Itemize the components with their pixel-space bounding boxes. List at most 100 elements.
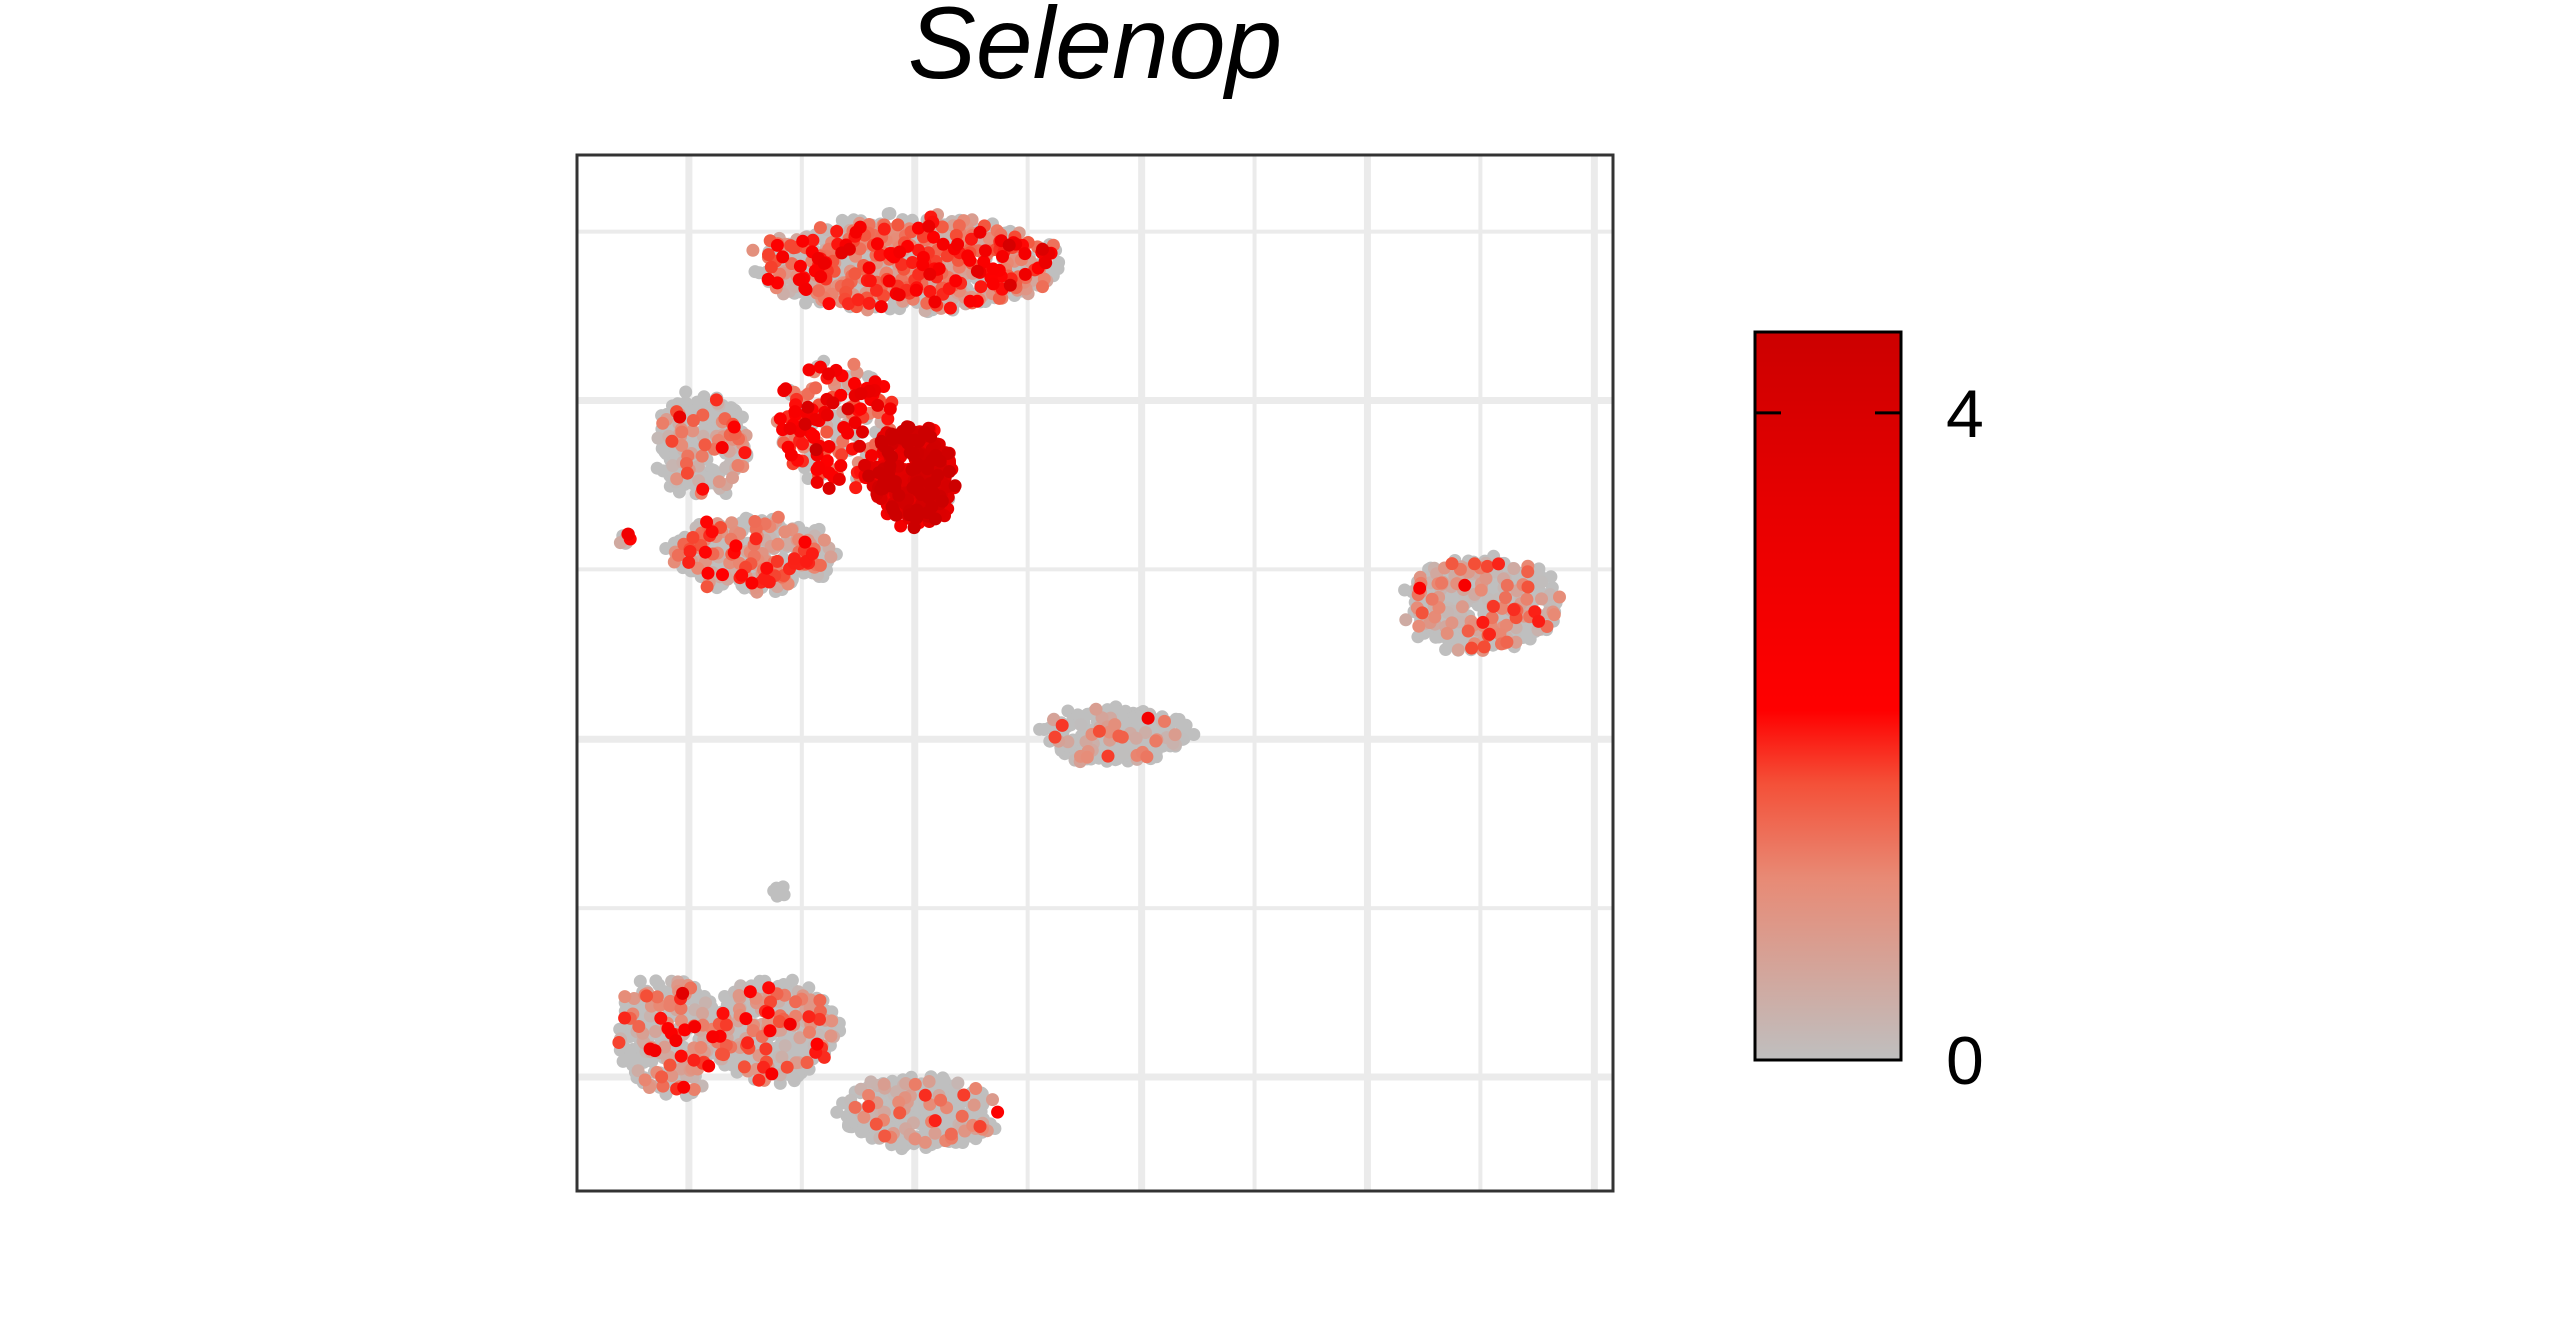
scatter-point bbox=[1500, 618, 1513, 632]
scatter-point bbox=[732, 989, 746, 1002]
scatter-point bbox=[1521, 625, 1535, 639]
scatter-point bbox=[1115, 705, 1129, 719]
scatter-point bbox=[788, 405, 802, 419]
scatter-point bbox=[1479, 572, 1493, 585]
scatter-point bbox=[1474, 583, 1488, 597]
scatter-point bbox=[858, 458, 872, 472]
scatter-point bbox=[1061, 735, 1075, 749]
scatter-point bbox=[951, 1076, 965, 1090]
scatter-point bbox=[1168, 728, 1182, 742]
scatter-point bbox=[940, 1117, 954, 1131]
scatter-point bbox=[848, 1100, 862, 1114]
scatter-point bbox=[892, 488, 906, 502]
scatter-point bbox=[650, 461, 664, 475]
scatter-point bbox=[986, 277, 1000, 291]
scatter-point bbox=[918, 1135, 932, 1149]
scatter-point bbox=[618, 1011, 632, 1025]
scatter-point bbox=[687, 1053, 701, 1067]
color-legend: 04 bbox=[1753, 330, 1984, 1099]
scatter-point bbox=[813, 221, 827, 235]
scatter-point bbox=[1500, 578, 1514, 592]
scatter-point bbox=[759, 1042, 773, 1056]
scatter-point bbox=[796, 437, 809, 451]
scatter-point bbox=[1117, 747, 1131, 760]
scatter-point bbox=[670, 472, 684, 486]
scatter-point bbox=[1435, 576, 1449, 590]
scatter-point bbox=[903, 508, 917, 522]
scatter-point bbox=[1500, 635, 1514, 649]
scatter-point bbox=[1140, 750, 1154, 764]
scatter-point bbox=[677, 1080, 691, 1094]
scatter-point bbox=[716, 1006, 730, 1020]
scatter-point bbox=[1461, 624, 1475, 638]
scatter-point bbox=[1118, 717, 1132, 731]
scatter-point bbox=[892, 288, 906, 302]
scatter-point bbox=[671, 548, 685, 562]
scatter-point bbox=[715, 441, 729, 454]
scatter-point bbox=[698, 438, 712, 452]
scatter-point bbox=[1521, 565, 1535, 579]
scatter-point bbox=[925, 500, 939, 514]
scatter-point bbox=[631, 1064, 645, 1078]
scatter-point bbox=[886, 503, 900, 517]
scatter-point bbox=[1425, 592, 1439, 606]
scatter-point bbox=[806, 233, 820, 247]
scatter-point bbox=[1415, 606, 1429, 620]
scatter-point bbox=[1547, 608, 1561, 622]
scatter-point bbox=[772, 1015, 786, 1028]
scatter-point bbox=[881, 412, 895, 426]
scatter-point bbox=[717, 1048, 730, 1062]
scatter-point bbox=[735, 568, 749, 582]
scatter-point bbox=[1440, 626, 1454, 640]
scatter-point bbox=[1507, 562, 1521, 575]
scatter-point bbox=[824, 1029, 838, 1043]
scatter-point bbox=[665, 434, 679, 448]
scatter-point bbox=[734, 979, 748, 993]
scatter-point bbox=[822, 440, 836, 453]
scatter-point bbox=[1055, 718, 1069, 732]
scatter-point bbox=[643, 1009, 657, 1023]
scatter-point bbox=[862, 261, 876, 275]
scatter-point bbox=[706, 1030, 720, 1044]
scatter-point bbox=[718, 990, 732, 1003]
scatter-point bbox=[666, 459, 680, 473]
scatter-point bbox=[694, 1041, 708, 1054]
scatter-point bbox=[813, 558, 827, 572]
scatter-point bbox=[1158, 714, 1171, 728]
scatter-point bbox=[877, 1077, 891, 1091]
scatter-point bbox=[638, 1073, 652, 1087]
scatter-point bbox=[618, 990, 632, 1004]
scatter-point bbox=[1092, 724, 1106, 738]
scatter-point bbox=[1492, 557, 1505, 571]
scatter-point bbox=[911, 221, 925, 235]
scatter-point bbox=[1177, 721, 1191, 734]
scatter-point bbox=[935, 494, 949, 508]
scatter-point bbox=[892, 1095, 906, 1109]
scatter-point bbox=[893, 245, 907, 259]
scatter-point bbox=[805, 547, 819, 561]
scatter-point bbox=[1018, 267, 1032, 281]
scatter-point bbox=[841, 297, 855, 311]
scatter-point bbox=[640, 989, 654, 1003]
scatter-point bbox=[1002, 238, 1016, 252]
legend-tick-label: 4 bbox=[1946, 376, 1984, 452]
scatter-point bbox=[973, 225, 987, 239]
scatter-point bbox=[748, 515, 762, 528]
scatter-point bbox=[848, 416, 862, 430]
scatter-point bbox=[810, 475, 824, 489]
scatter-point bbox=[765, 1067, 779, 1081]
scatter-point bbox=[1412, 619, 1426, 633]
scatter-point bbox=[1553, 590, 1566, 604]
scatter-point bbox=[822, 297, 836, 311]
grid-lines bbox=[577, 155, 1613, 1191]
scatter-point bbox=[770, 554, 784, 568]
scatter-point bbox=[835, 448, 849, 462]
scatter-point bbox=[1089, 702, 1103, 716]
scatter-point bbox=[1141, 711, 1155, 725]
scatter-point bbox=[928, 1126, 942, 1140]
scatter-point bbox=[899, 1077, 913, 1090]
scatter-point bbox=[663, 1058, 677, 1072]
scatter-point bbox=[761, 272, 775, 286]
scatter-point bbox=[920, 459, 934, 472]
scatter-point bbox=[803, 1025, 816, 1039]
